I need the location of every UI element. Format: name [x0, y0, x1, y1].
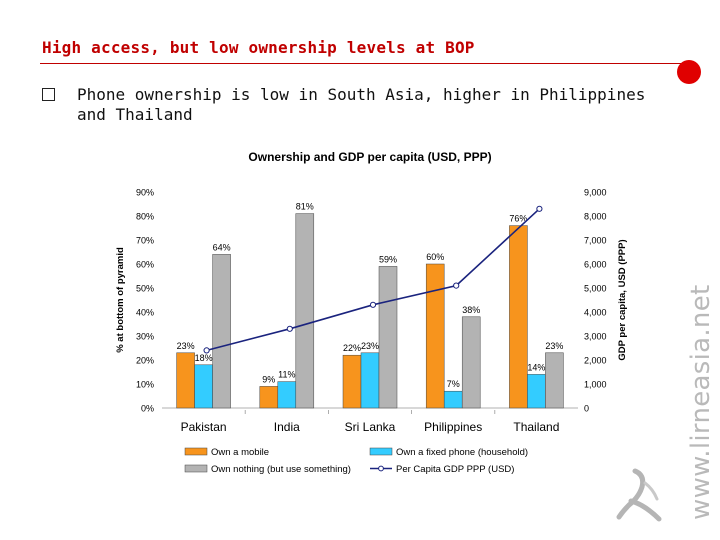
bar [259, 386, 279, 409]
y-tick-label: 40% [136, 308, 154, 318]
data-label: 60% [426, 252, 444, 262]
legend-swatch [184, 464, 208, 473]
y2-tick-label: 6,000 [584, 260, 607, 270]
bar [461, 316, 481, 409]
bullet-point: Phone ownership is low in South Asia, hi… [42, 85, 682, 125]
y-tick-label: 60% [136, 260, 154, 270]
data-label: 7% [447, 379, 460, 389]
data-label: 23% [177, 341, 195, 351]
bar [425, 263, 445, 409]
gdp-point [203, 347, 210, 354]
y-tick-label: 70% [136, 236, 154, 246]
data-label: 76% [509, 214, 527, 224]
slide-title: High access, but low ownership levels at… [42, 38, 475, 57]
bar [527, 374, 546, 409]
legend-marker [378, 465, 384, 472]
data-label: 22% [343, 343, 361, 353]
bullet-text: Phone ownership is low in South Asia, hi… [77, 85, 646, 124]
x-tick-label: Pakistan [181, 420, 227, 434]
x-tick-label: Thailand [513, 420, 559, 434]
y2-axis-label: GDP per capita, USD (PPP) [617, 239, 628, 360]
y2-tick-label: 2,000 [584, 356, 607, 366]
legend-label: Own a fixed phone (household) [396, 447, 528, 458]
y2-tick-label: 1,000 [584, 380, 607, 390]
gdp-point [536, 205, 543, 212]
bar [342, 354, 362, 409]
data-label: 23% [361, 341, 379, 351]
bar [212, 254, 231, 409]
bar [360, 352, 380, 409]
data-label: 81% [296, 202, 314, 212]
legend: Own a mobile Own a fixed phone (household… [184, 447, 528, 475]
legend-label: Per Capita GDP PPP (USD) [396, 464, 514, 475]
y-tick-label: 20% [136, 356, 154, 366]
bar [176, 352, 195, 409]
x-tick-label: India [274, 420, 300, 434]
y2-tick-label: 8,000 [584, 212, 607, 222]
gdp-point [369, 301, 377, 308]
data-label: 38% [462, 305, 480, 315]
legend-label: Own nothing (but use something) [211, 464, 351, 475]
y2-tick-label: 9,000 [584, 188, 607, 198]
y-tick-label: 80% [136, 212, 154, 222]
y2-tick-label: 4,000 [584, 308, 607, 318]
watermark-text: www.lirneasia.net [686, 284, 716, 521]
bar [194, 364, 213, 409]
gdp-point [453, 282, 460, 289]
lirneasia-logo-icon [616, 468, 662, 522]
data-label: 11% [278, 370, 295, 380]
bar [277, 381, 297, 409]
y-tick-label: 50% [136, 284, 154, 294]
y2-tick-label: 5,000 [584, 284, 607, 294]
data-label: 18% [195, 353, 213, 363]
y2-tick-label: 0 [584, 404, 589, 414]
gdp-point [286, 325, 293, 332]
square-bullet-icon [42, 88, 55, 101]
gdp-line [206, 208, 540, 352]
title-rule-dot [677, 60, 701, 84]
bar [443, 390, 463, 409]
y-tick-label: 90% [136, 188, 154, 198]
x-tick-label: Sri Lanka [345, 420, 396, 434]
y2-tick-label: 7,000 [584, 236, 607, 246]
y-tick-label: 10% [136, 380, 154, 390]
bar [545, 352, 564, 409]
bar [295, 213, 315, 409]
legend-swatch [369, 447, 393, 456]
chart-title: Ownership and GDP per capita (USD, PPP) [248, 150, 491, 164]
data-label: 64% [213, 242, 231, 252]
data-label: 9% [262, 374, 275, 384]
x-tick-label: Philippines [424, 420, 482, 434]
y-tick-label: 30% [136, 332, 154, 342]
title-rule [40, 63, 688, 64]
data-label: 59% [379, 254, 397, 264]
y-tick-label: 0% [141, 404, 154, 414]
y-axis-label: % at bottom of pyramid [115, 247, 126, 353]
data-label: 14% [527, 362, 545, 372]
data-label: 23% [545, 341, 563, 351]
bar [509, 225, 528, 409]
bar [378, 266, 398, 409]
legend-label: Own a mobile [211, 447, 269, 458]
legend-swatch [184, 447, 208, 456]
y2-tick-label: 3,000 [584, 332, 607, 342]
